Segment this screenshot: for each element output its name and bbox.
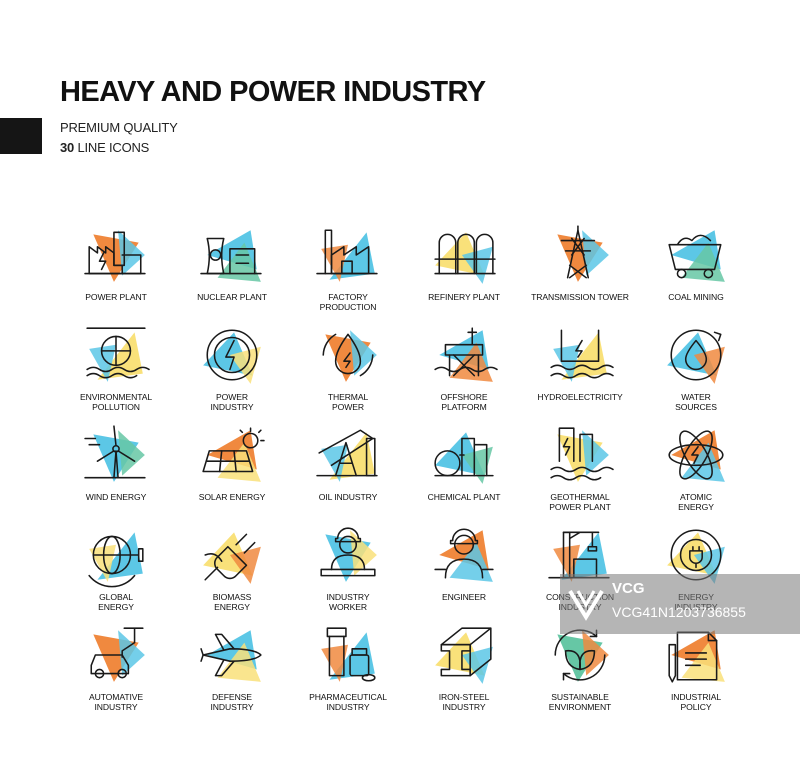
watermark-id: VCG41N1203736855 [612,604,746,620]
icon-label: WATER SOURCES [675,392,717,412]
defense-industry-icon [200,630,262,682]
subtitle-premium-quality: PREMIUM QUALITY [60,120,178,135]
icon-tile: COAL MINING [638,222,754,322]
geothermal-power-plant-icon [550,427,614,482]
icon-label: INDUSTRY WORKER [326,592,370,612]
refinery-plant-icon [434,232,496,284]
page-title: HEAVY AND POWER INDUSTRY [60,76,486,108]
icon-label: NUCLEAR PLANT [197,292,267,302]
icon-tile: DEFENSE INDUSTRY [174,622,290,722]
icon-tile: GEOTHERMAL POWER PLANT [522,422,638,522]
icon-label: OIL INDUSTRY [318,492,378,502]
icon-tile: POWER INDUSTRY [174,322,290,422]
power-industry-icon [203,329,261,384]
icon-tile: REFINERY PLANT [406,222,522,322]
icon-label: INDUSTRIAL POLICY [670,692,722,712]
icon-tile: CHEMICAL PLANT [406,422,522,522]
icon-label: REFINERY PLANT [428,292,500,302]
icon-label: THERMAL POWER [327,392,369,412]
nuclear-plant-icon [200,230,262,282]
icon-tile: HYDROELECTRICITY [522,322,638,422]
icon-tile: ATOMIC ENERGY [638,422,754,522]
icon-count: 30 [60,140,75,155]
oil-industry-icon [316,429,378,482]
environmental-pollution-icon [86,327,150,382]
icon-tile: INDUSTRIAL POLICY [638,622,754,722]
icon-tile: GLOBAL ENERGY [58,522,174,622]
icon-tile: TRANSMISSION TOWER [522,222,638,322]
icon-label: OFFSHORE PLATFORM [440,392,488,412]
solar-energy-icon [202,427,265,482]
thermal-power-icon [322,330,377,382]
iron-steel-industry-icon [435,627,493,684]
industry-worker-icon [320,527,377,582]
icon-label: CHEMICAL PLANT [427,492,501,502]
icon-tile: BIOMASS ENERGY [174,522,290,622]
icon-label: AUTOMATIVE INDUSTRY [88,692,144,712]
icon-label: POWER PLANT [85,292,147,302]
icon-label: TRANSMISSION TOWER [531,292,629,302]
icon-label: HYDROELECTRICITY [537,392,623,402]
icon-tile: OIL INDUSTRY [290,422,406,522]
icon-label: COAL MINING [668,292,724,302]
icon-label: BIOMASS ENERGY [212,592,252,612]
wind-energy-icon [84,425,146,482]
icon-label: SUSTAINABLE ENVIRONMENT [548,692,612,712]
water-sources-icon [667,329,725,384]
atomic-energy-icon [668,430,725,482]
coal-mining-icon [668,230,725,282]
icon-tile: WATER SOURCES [638,322,754,422]
offshore-platform-icon [434,327,498,382]
watermark-brand: VCG [612,580,645,597]
biomass-energy-icon [203,532,261,584]
icon-tile: SUSTAINABLE ENVIRONMENT [522,622,638,722]
icon-tile: ENVIRONMENTAL POLLUTION [58,322,174,422]
hydroelectricity-icon [550,329,614,382]
icon-tile: NUCLEAR PLANT [174,222,290,322]
icon-tile: POWER PLANT [58,222,174,322]
icon-label: DEFENSE INDUSTRY [210,692,254,712]
icon-label: GEOTHERMAL POWER PLANT [549,492,611,512]
transmission-tower-icon [557,225,609,282]
factory-production-icon [316,229,378,282]
icon-label: IRON-STEEL INDUSTRY [438,692,490,712]
watermark-overlay: VCG VCG41N1203736855 [560,574,800,634]
black-accent-bar [0,118,42,154]
icon-tile: AUTOMATIVE INDUSTRY [58,622,174,722]
icon-grid: POWER PLANT NUCLEAR PLANT FACTORY PRODUCTI… [58,222,748,722]
subtitle-line-icons: 30 LINE ICONS [60,140,149,155]
chemical-plant-icon [434,432,494,484]
icon-label: POWER INDUSTRY [210,392,254,412]
global-energy-icon [88,532,144,588]
icon-tile: ENGINEER [406,522,522,622]
icon-tile: OFFSHORE PLATFORM [406,322,522,422]
icon-label: FACTORY PRODUCTION [319,292,377,312]
icon-tile: WIND ENERGY [58,422,174,522]
icon-label: SOLAR ENERGY [198,492,266,502]
icon-tile: SOLAR ENERGY [174,422,290,522]
icon-label: ENVIRONMENTAL POLLUTION [79,392,153,412]
automative-industry-icon [90,627,145,682]
icon-label: WIND ENERGY [85,492,147,502]
engineer-icon [434,528,494,582]
vcg-logo-icon [568,589,604,621]
pharmaceutical-industry-icon [321,627,376,682]
icon-tile: PHARMACEUTICAL INDUSTRY [290,622,406,722]
icon-label: PHARMACEUTICAL INDUSTRY [309,692,387,712]
power-plant-icon [84,230,146,282]
icon-tile: INDUSTRY WORKER [290,522,406,622]
icon-tile: FACTORY PRODUCTION [290,222,406,322]
icon-label: ENGINEER [441,592,487,602]
icon-tile: IRON-STEEL INDUSTRY [406,622,522,722]
icon-label: GLOBAL ENERGY [98,592,134,612]
icon-tile: THERMAL POWER [290,322,406,422]
icon-count-suffix: LINE ICONS [74,140,150,155]
icon-label: ATOMIC ENERGY [678,492,714,512]
